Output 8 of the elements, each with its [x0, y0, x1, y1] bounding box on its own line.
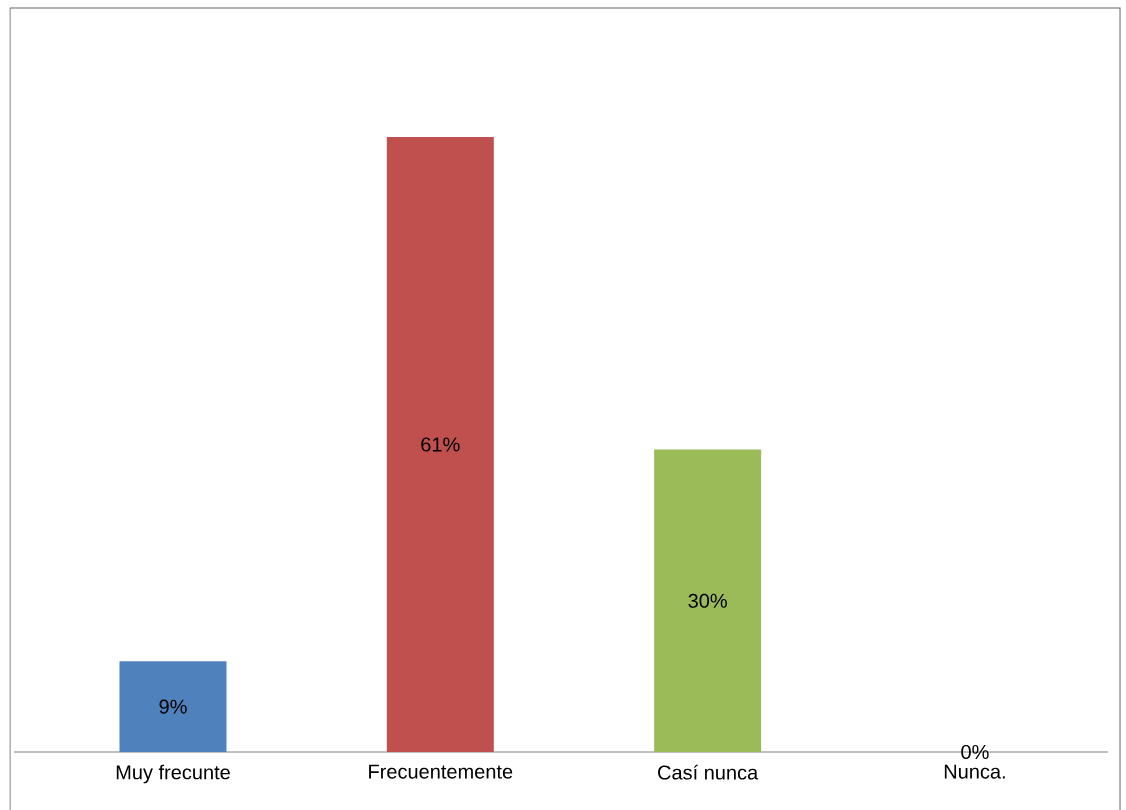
x-tick-label: Muy frecunte	[116, 764, 230, 784]
data-label: 61%	[421, 437, 460, 452]
data-label: 9%	[159, 699, 187, 714]
data-label: 30%	[688, 593, 727, 608]
data-label: 0%	[961, 744, 989, 760]
x-tick-label: Casí nunca	[658, 764, 759, 780]
x-tick-label: Frecuentemente	[369, 764, 513, 779]
x-tick-label: Nunca.	[944, 764, 1005, 779]
